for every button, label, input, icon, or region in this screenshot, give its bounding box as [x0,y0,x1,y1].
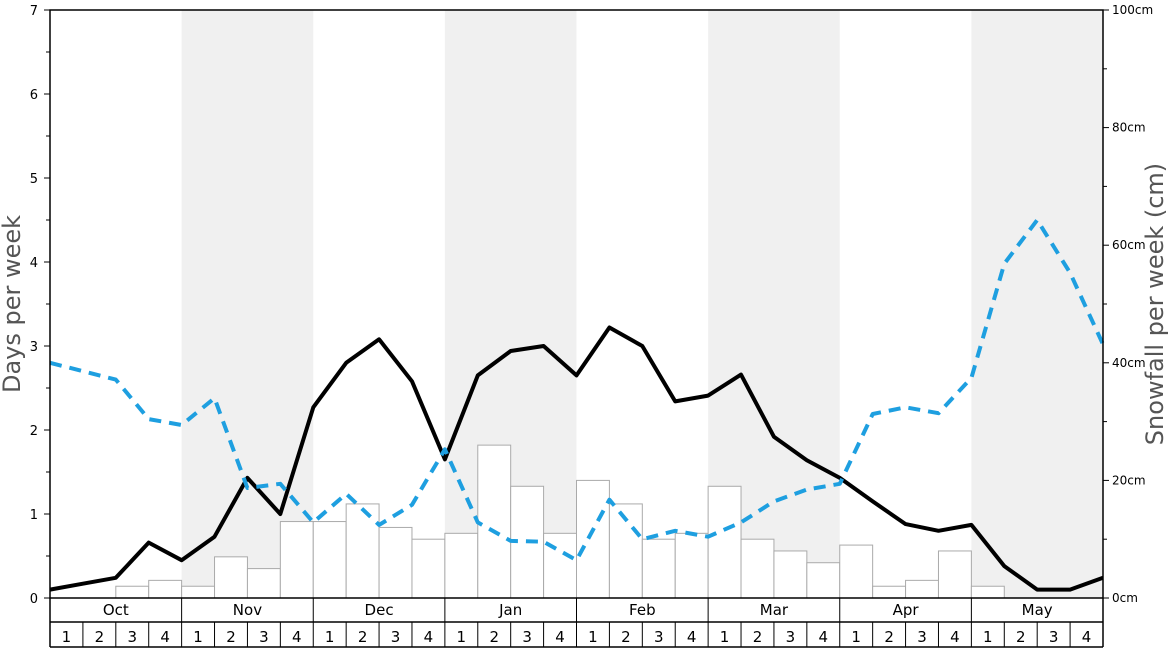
snowfall-bar [115,585,150,599]
week-label: 2 [358,628,368,646]
week-label: 4 [424,628,434,646]
week-label: 4 [950,628,960,646]
week-label: 1 [193,628,203,646]
week-label: 4 [555,628,565,646]
week-label: 1 [588,628,598,646]
snowfall-bar [181,585,216,599]
week-label: 4 [687,628,697,646]
snowfall-bar [773,550,808,599]
week-label: 1 [457,628,467,646]
snowfall-bar [345,503,380,599]
week-label: 3 [786,628,796,646]
solid-series-line [49,325,1104,592]
month-label: Apr [893,601,920,619]
week-label: 3 [1049,628,1059,646]
month-label: Dec [365,601,394,619]
y-tick-label: 5 [30,172,38,187]
left-axis: 0 1 2 3 4 5 6 7 [30,4,50,607]
snowfall-bar [740,538,775,599]
snowfall-bar [477,444,512,599]
week-label: 4 [160,628,170,646]
y-tick-label: 1 [30,508,38,523]
month-shade [971,10,1103,598]
right-axis: 0cm 20cm 40cm 60cm 80cm 100cm [1103,3,1153,605]
week-label: 4 [819,628,829,646]
week-label: 2 [1016,628,1026,646]
month-label: Feb [629,601,656,619]
snowfall-bar [937,550,972,599]
week-label: 4 [292,628,302,646]
snowfall-bar [444,532,479,599]
day-lines [49,218,1105,592]
y-tick-label: 4 [30,256,38,271]
y-tick-label: 0 [30,592,38,607]
snowfall-bar [411,538,446,599]
week-label: 3 [391,628,401,646]
y-tick-label: 6 [30,88,38,103]
snowfall-bar [641,538,676,599]
y2-tick-label: 40cm [1112,356,1146,370]
week-label: 1 [325,628,335,646]
snowfall-bar [279,521,314,599]
month-shade [181,10,314,598]
snowfall-bar [148,579,183,599]
snowfall-bar [214,556,248,599]
month-label: Nov [233,601,262,619]
snowfall-bars [115,444,1005,599]
snowfall-bar [576,479,610,599]
y-tick-label: 3 [30,340,38,355]
dashed-series-line [49,218,1105,563]
week-label: 3 [917,628,927,646]
month-label: Oct [103,601,129,619]
y2-tick-label: 0cm [1112,591,1138,605]
week-label: 1 [720,628,730,646]
week-label: 3 [522,628,532,646]
month-shading [181,10,1103,598]
snowfall-bar [312,521,347,599]
week-label: 1 [983,628,993,646]
week-label: 2 [489,628,499,646]
snowfall-bar [674,532,709,599]
month-label: May [1022,601,1053,619]
week-label: 1 [62,628,72,646]
month-label: Mar [760,601,789,619]
snowfall-bar [806,562,841,599]
month-week-axis: Oct 1 2 3 4 Nov 1 2 3 4 Dec 1 2 3 4 Jan 1 2 3 4 Feb 1 2 3 4 Mar 1 2… [49,598,1104,648]
y2-tick-label: 20cm [1112,473,1146,487]
week-label: 3 [259,628,269,646]
snowfall-bar [905,579,939,599]
week-label: 2 [621,628,631,646]
snowfall-bar [707,485,742,599]
y2-tick-label: 80cm [1112,121,1146,135]
week-label: 4 [1082,628,1092,646]
snowfall-bar [872,585,907,599]
week-label: 2 [226,628,236,646]
snowfall-bar [246,568,281,599]
week-label: 2 [95,628,105,646]
y2-tick-label: 60cm [1112,238,1146,252]
week-label: 1 [851,628,861,646]
y-tick-label: 2 [30,424,38,439]
snowfall-bar [378,526,413,599]
y2-tick-label: 100cm [1112,3,1153,17]
y-axis-title: Days per week [0,215,26,393]
snowfall-bar [970,585,1005,599]
month-label: Jan [498,601,522,619]
y2-axis-title: Snowfall per week (cm) [1141,163,1168,445]
week-label: 2 [884,628,894,646]
week-label: 2 [753,628,763,646]
snowfall-bar [839,544,874,599]
week-label: 3 [127,628,137,646]
week-label: 3 [654,628,664,646]
y-tick-label: 7 [30,4,38,19]
